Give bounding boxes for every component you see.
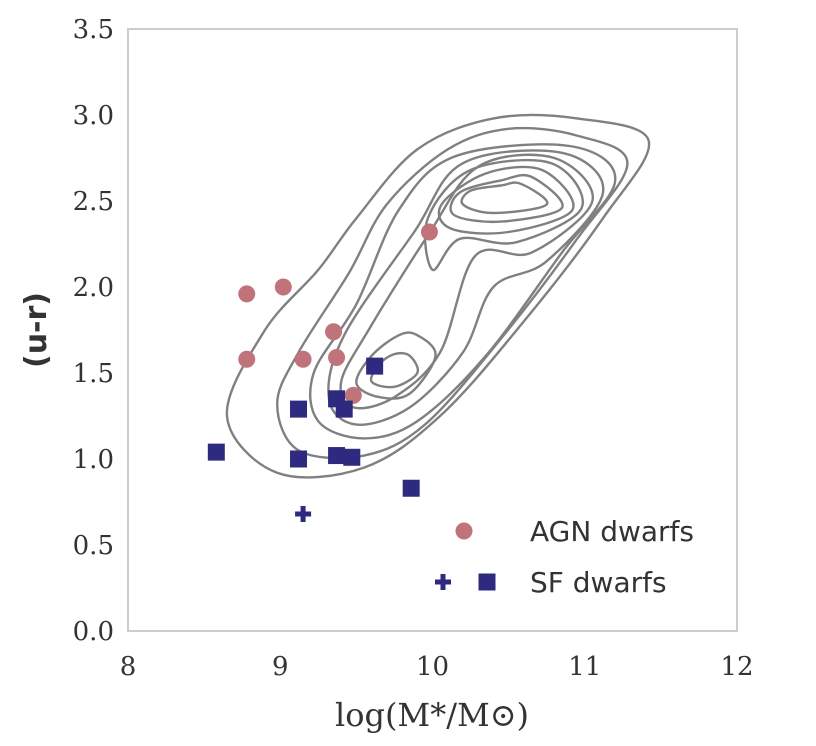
y-tick-label: 2.0 — [73, 273, 114, 303]
sf-dwarf-square-point — [343, 448, 361, 466]
agn-dwarf-point — [325, 323, 343, 341]
sf-dwarf-square-point — [207, 443, 225, 461]
density-contour-line — [327, 149, 605, 426]
legend-markers-agn — [455, 522, 473, 540]
y-tick-label: 2.5 — [73, 187, 114, 217]
y-tick-label: 1.0 — [73, 445, 114, 475]
density-contour-line — [460, 181, 549, 215]
y-tick-labels: 0.0 0.5 1.0 1.5 2.0 2.5 3.0 3.5 — [73, 15, 114, 647]
legend-marker-agn-circle — [455, 522, 473, 540]
agn-dwarf-point — [344, 386, 362, 404]
agn-dwarf-point — [328, 349, 346, 367]
y-tick-label: 1.5 — [73, 359, 114, 389]
sf-dwarf-plus-point — [295, 506, 312, 523]
sf-dwarf-square-point — [335, 400, 353, 418]
x-tick-label: 10 — [416, 652, 449, 682]
x-tick-label: 12 — [720, 652, 753, 682]
density-contour-line — [355, 331, 437, 400]
x-axis-label: log(M*/M⊙) — [335, 696, 529, 734]
legend-label-sf: SF dwarfs — [530, 566, 667, 599]
density-contour-line — [308, 143, 617, 440]
legend: AGN dwarfs SF dwarfs — [435, 515, 694, 599]
y-tick-label: 3.5 — [73, 15, 114, 45]
y-tick-label: 0.5 — [73, 531, 114, 561]
y-axis-label: (u-r) — [19, 292, 54, 368]
sf-dwarf-square-point — [328, 447, 346, 465]
density-contour-line — [275, 126, 629, 460]
agn-dwarf-point — [294, 350, 312, 368]
sf-dwarf-square-point — [402, 479, 420, 497]
agn-dwarf-point — [238, 285, 256, 303]
density-contour-line — [225, 113, 651, 479]
x-tick-label: 9 — [272, 652, 289, 682]
agn-dwarf-point — [274, 278, 292, 296]
density-contour-line — [423, 158, 584, 272]
y-tick-label: 0.0 — [73, 617, 114, 647]
density-contour-line — [369, 351, 420, 389]
density-contours — [225, 113, 651, 479]
x-tick-labels: 8 9 10 11 12 — [120, 652, 754, 682]
legend-marker-sf-square — [478, 573, 496, 591]
data-points — [207, 223, 438, 523]
sf-dwarf-square-point — [366, 357, 384, 375]
x-tick-label: 11 — [568, 652, 601, 682]
agn-dwarf-point — [238, 350, 256, 368]
legend-label-agn: AGN dwarfs — [530, 515, 694, 548]
y-tick-label: 3.0 — [73, 101, 114, 131]
density-contour-line — [339, 153, 594, 410]
plot-frame — [127, 28, 738, 632]
density-contour-line — [449, 173, 564, 224]
x-tick-label: 8 — [120, 652, 137, 682]
sf-dwarf-square-point — [290, 450, 308, 468]
legend-markers-sf — [435, 573, 496, 591]
density-contour-line — [437, 165, 575, 235]
sf-dwarf-square-point — [290, 400, 308, 418]
agn-dwarf-point — [420, 223, 438, 241]
legend-marker-sf-plus — [435, 574, 451, 590]
